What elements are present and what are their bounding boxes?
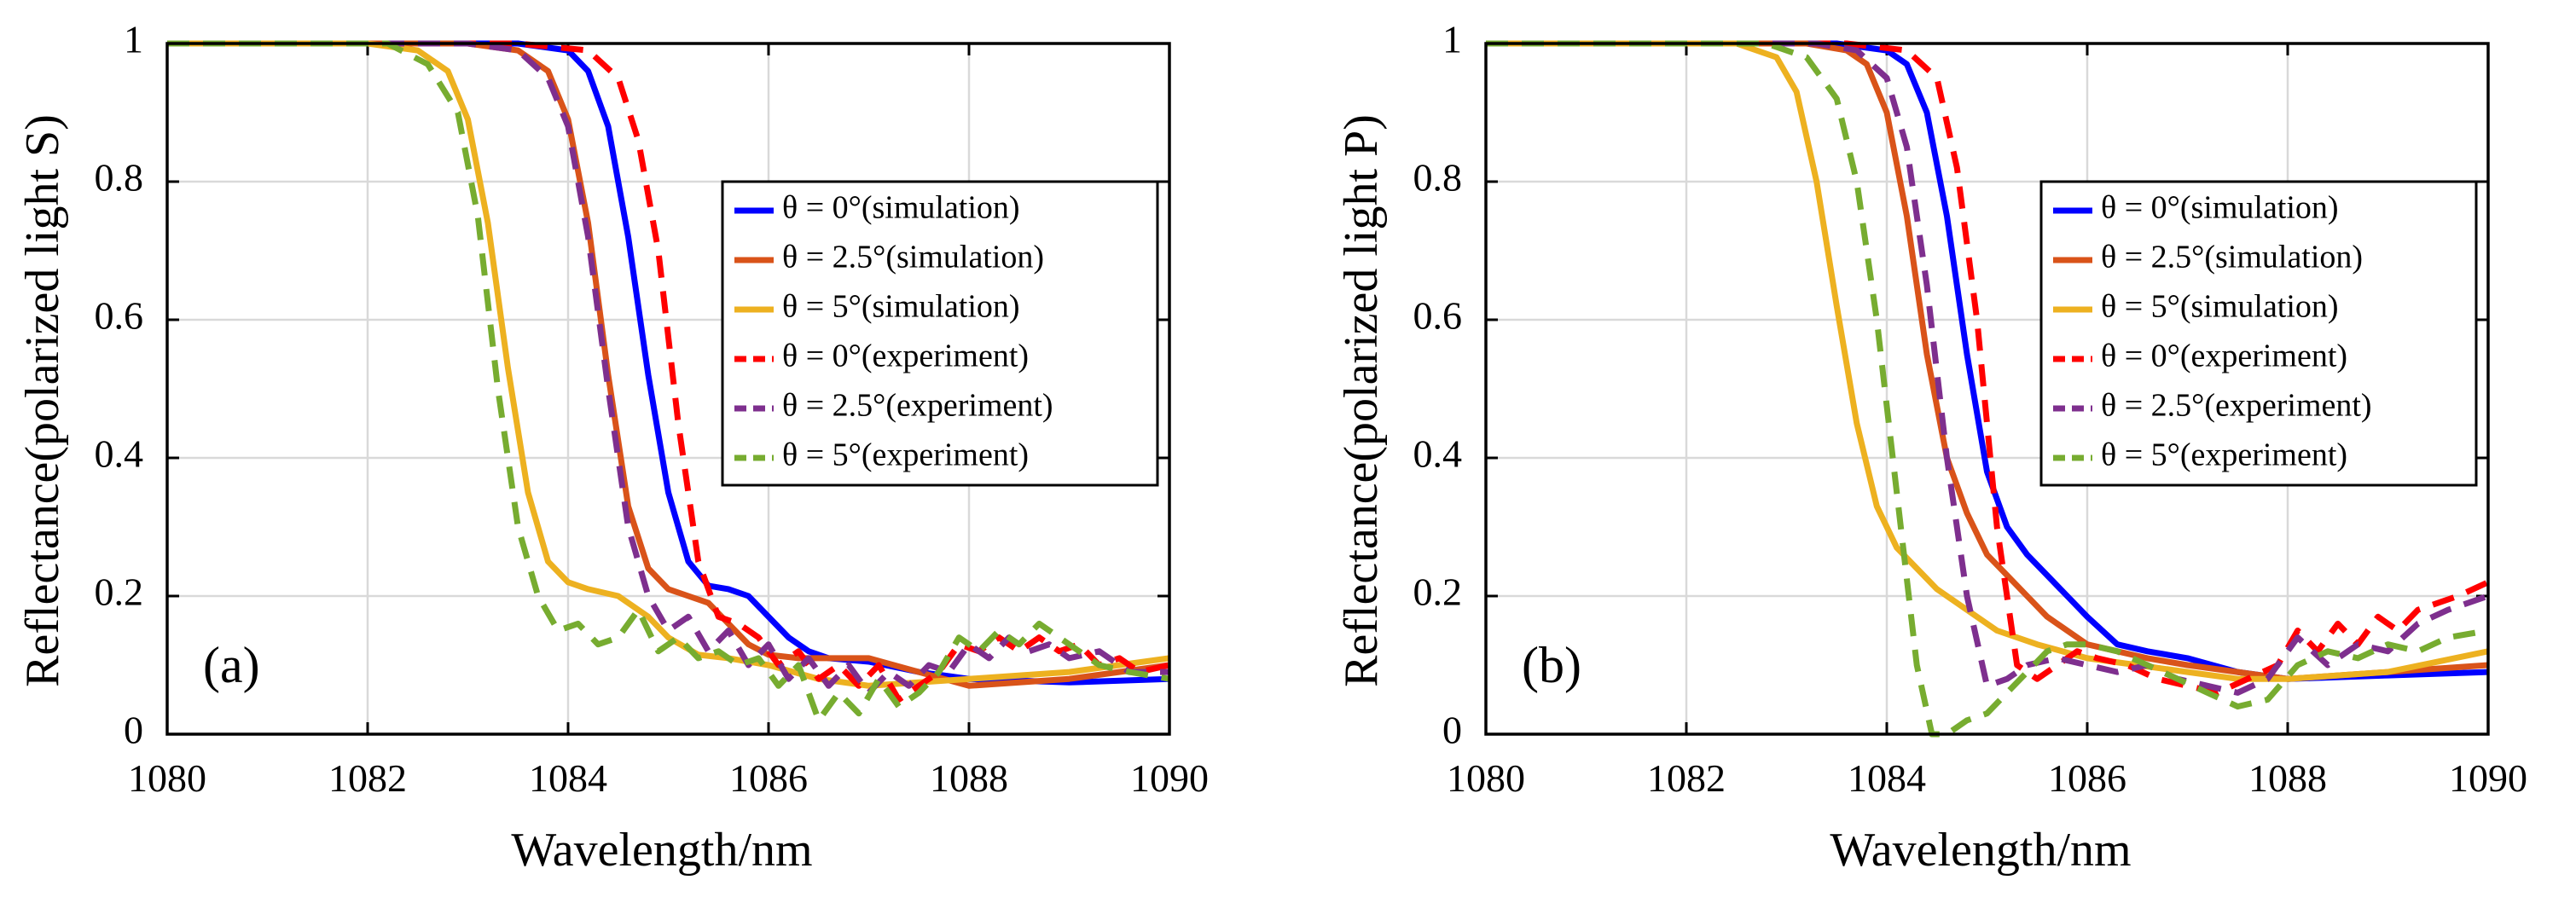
x-tick-label: 1082 [1647,756,1726,800]
series-line [1486,40,2488,682]
legend-entry-label: θ = 0°(experiment) [2101,339,2347,374]
x-tick-label: 1082 [328,756,407,800]
x-tick-label: 1080 [128,756,206,800]
legend-entry-label: θ = 5°(experiment) [2101,437,2347,473]
legend-entry-label: θ = 2.5°(experiment) [2101,388,2372,424]
axes-box [1484,42,2490,736]
legend-box [721,180,1159,487]
legend-entry-label: θ = 5°(experiment) [782,437,1029,473]
y-tick-label: 0.6 [95,294,144,338]
legend-entry-label: θ = 0°(simulation) [782,190,1020,226]
legend-entry-label: θ = 2.5°(simulation) [782,240,1044,275]
x-tick-label: 1090 [1130,756,1209,800]
x-tick-label: 1090 [2449,756,2527,800]
x-tick-label: 1086 [729,756,808,800]
y-axis-label: Reflectance(polarized light S) [16,114,69,687]
legend-entry-label: θ = 0°(experiment) [782,339,1029,374]
x-tick-label: 1088 [930,756,1008,800]
series-group [167,40,1169,724]
x-tick-label: 1088 [2248,756,2327,800]
series-line [1486,40,2488,738]
series-line [167,40,1169,724]
y-tick-label: 0 [1442,709,1462,752]
y-tick-label: 0.6 [1413,294,1463,338]
y-tick-label: 0.2 [1413,570,1463,614]
x-tick-label: 1086 [2048,756,2126,800]
y-tick-label: 0 [124,709,143,752]
x-tick-label: 1080 [1447,756,1525,800]
axes-box [165,42,1171,736]
legend-entry-label: θ = 0°(simulation) [2101,190,2339,226]
y-tick-label: 0.8 [1413,156,1463,200]
series-line [1486,40,2488,682]
series-line [1486,40,2488,696]
x-axis-label: Wavelength/nm [1830,824,2131,877]
series-line [167,40,1169,689]
legend-entry-label: θ = 2.5°(experiment) [782,388,1053,424]
series-line [167,40,1169,703]
panel-label: (a) [203,637,260,693]
series-group [1486,40,2488,738]
y-tick-label: 0.4 [1413,432,1463,476]
x-tick-label: 1084 [1848,756,1926,800]
y-axis-label: Reflectance(polarized light P) [1335,114,1388,687]
series-line [1486,40,2488,696]
x-axis-label: Wavelength/nm [511,824,812,877]
y-tick-label: 0.4 [95,432,144,476]
y-tick-label: 0.2 [95,570,144,614]
legend-box [2039,180,2478,487]
series-line [167,40,1169,696]
y-tick-label: 1 [124,18,143,61]
plot-area [1484,40,2490,738]
legend-entry-label: θ = 5°(simulation) [782,289,1020,325]
legend-entry-label: θ = 5°(simulation) [2101,289,2339,325]
x-tick-label: 1084 [529,756,607,800]
y-tick-label: 0.8 [95,156,144,200]
y-tick-label: 1 [1442,18,1462,61]
panel-label: (b) [1522,637,1581,693]
legend-entry-label: θ = 2.5°(simulation) [2101,240,2363,275]
plot-area [165,40,1171,736]
chart-panel-a: Reflectance(polarized light S) Wavelengt… [16,18,1209,877]
chart-panel-b: Reflectance(polarized light P) Wavelengt… [1335,18,2527,877]
